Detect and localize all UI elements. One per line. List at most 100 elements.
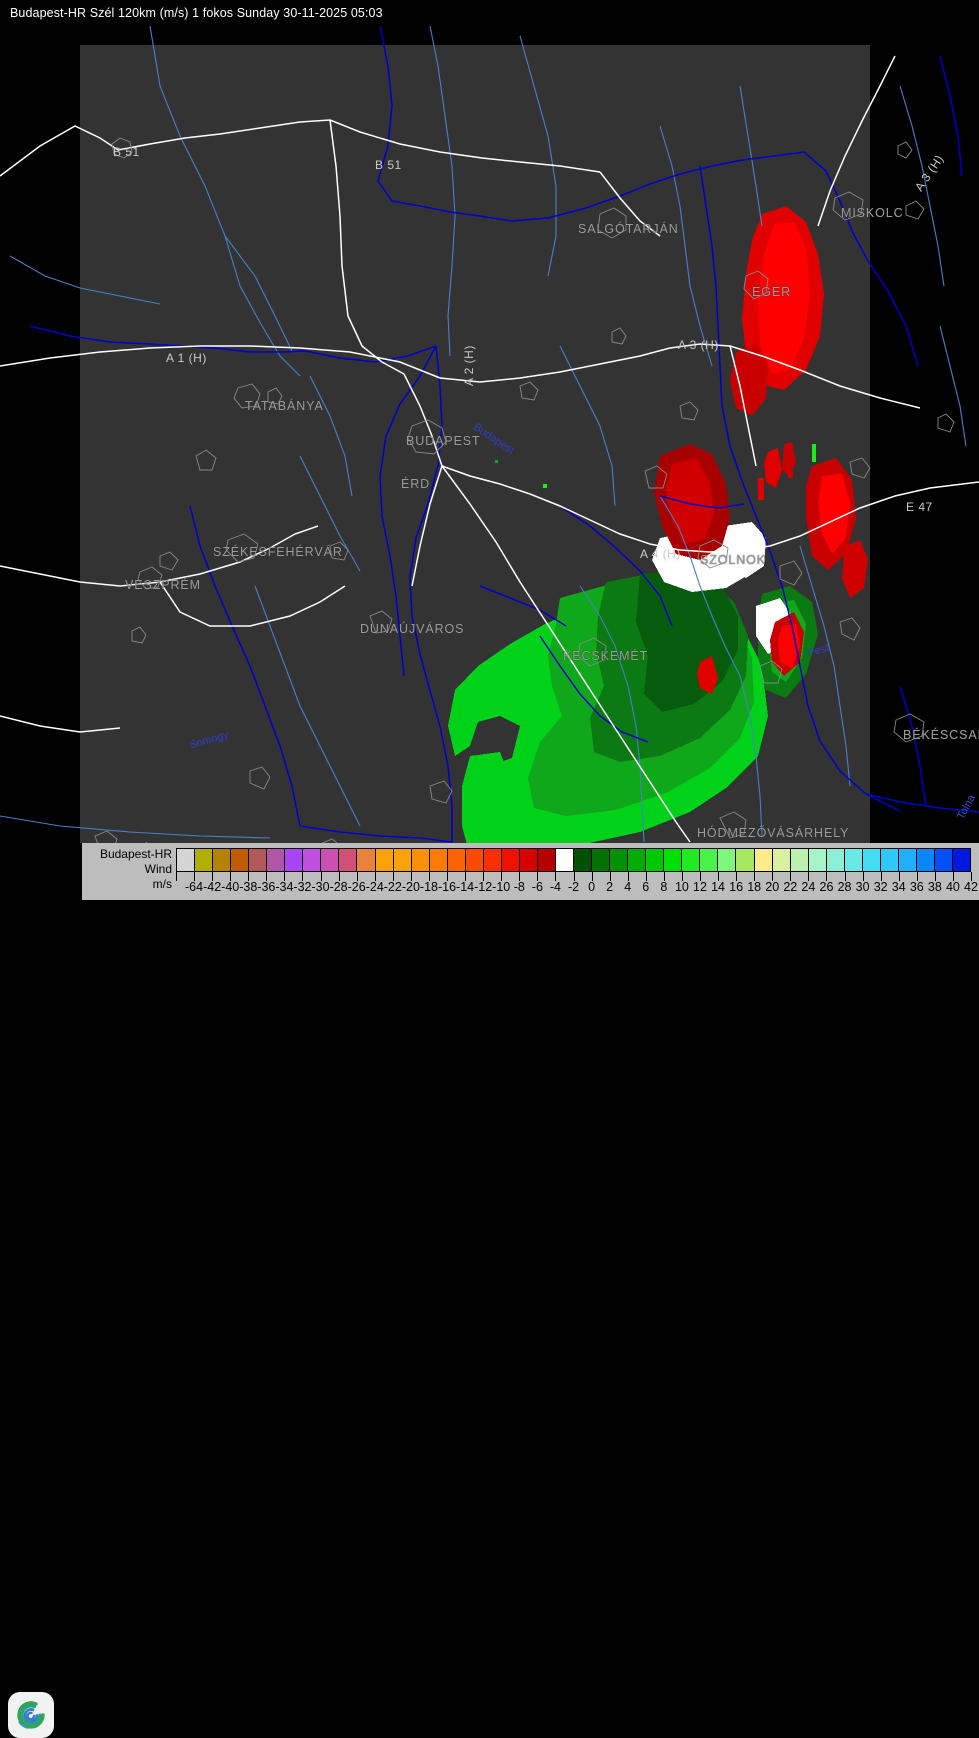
color-scale-cell[interactable] (195, 849, 214, 871)
color-scale-cell[interactable] (285, 849, 304, 871)
color-scale-cell[interactable] (357, 849, 376, 871)
color-scale-label: 30 (855, 880, 870, 894)
color-scale-labels: -64 -42 -40 -38 -36 -34 -32 -30 -28 -26 -24 -22 -20-… (176, 880, 978, 898)
color-scale-tick (338, 872, 340, 881)
color-scale-label: 24 (801, 880, 816, 894)
color-scale-tick (898, 872, 900, 881)
color-scale-cell[interactable] (177, 849, 196, 871)
color-scale-cell[interactable] (754, 849, 773, 871)
color-scale-cell[interactable] (916, 849, 935, 871)
color-scale-label: -34 (275, 880, 294, 894)
county-label: Pest (806, 641, 831, 660)
county-label: Somogy (188, 728, 231, 752)
color-scale-label: -12 (474, 880, 493, 894)
color-scale-tick (573, 872, 575, 881)
color-scale-label: -6 (531, 880, 543, 894)
color-scale-cell[interactable] (628, 849, 647, 871)
color-scale-cell[interactable] (898, 849, 917, 871)
color-scale-tick (374, 872, 376, 881)
color-scale-cell[interactable] (267, 849, 286, 871)
color-scale-label: -42 (203, 880, 222, 894)
color-scale-tick (392, 872, 394, 881)
city-label: HÓDMEZŐVÁSÁRHELY (697, 826, 850, 840)
color-scale-label: -32 (293, 880, 312, 894)
color-scale-label: 40 (945, 880, 960, 894)
color-scale-cell[interactable] (555, 849, 575, 871)
color-scale-cell[interactable] (339, 849, 358, 871)
color-scale-tick (772, 872, 774, 881)
color-scale-cell[interactable] (646, 849, 665, 871)
color-scale-tick (591, 872, 593, 881)
color-scale-cell[interactable] (537, 849, 556, 871)
color-scale-cell[interactable] (375, 849, 394, 871)
color-scale-label: -64 (185, 880, 204, 894)
color-scale-tick (718, 872, 720, 881)
color-scale-cell[interactable] (429, 849, 448, 871)
color-scale-cell[interactable] (231, 849, 250, 871)
city-label: MISKOLC (841, 206, 904, 220)
city-label: BUDAPEST (406, 434, 481, 448)
color-scale-cell[interactable] (249, 849, 268, 871)
city-label: TATABÁNYA (245, 399, 324, 413)
legend-title-line1: Budapest-HR (99, 847, 172, 861)
color-scale-label: -16 (437, 880, 457, 894)
color-scale-cell[interactable] (682, 849, 701, 871)
legend-title-line2: Wind (144, 862, 172, 876)
color-scale-tick (627, 872, 629, 881)
color-scale-tick (519, 872, 521, 881)
color-scale-label: -36 (257, 880, 276, 894)
radar-map[interactable]: SALGÓTARJÁN MISKOLC EGER TATABÁNYA BUDAPEST É… (0, 26, 979, 843)
color-scale-label: -18 (419, 880, 438, 894)
color-scale-cell[interactable] (880, 849, 899, 871)
color-scale-cell[interactable] (736, 849, 755, 871)
color-scale-cell[interactable] (519, 849, 538, 871)
color-scale-label: -20 (401, 880, 420, 894)
color-scale-cell[interactable] (483, 849, 502, 871)
color-scale-cell[interactable] (953, 849, 971, 871)
color-scale-cell[interactable] (664, 849, 683, 871)
color-scale-cell[interactable] (574, 849, 593, 871)
color-scale-cell[interactable] (447, 849, 466, 871)
color-scale-label: 2 (606, 880, 614, 894)
color-scale-cell[interactable] (718, 849, 737, 871)
river-label: Tolna (955, 792, 978, 822)
city-label: KAPOSVÁR (85, 842, 161, 843)
color-scale-cell[interactable] (790, 849, 809, 871)
color-scale-tick (537, 872, 539, 881)
color-scale-cell[interactable] (213, 849, 232, 871)
color-scale-cell[interactable] (826, 849, 845, 871)
color-scale-cell[interactable] (501, 849, 520, 871)
color-scale-label: 34 (891, 880, 906, 894)
color-scale-cell[interactable] (592, 849, 611, 871)
color-scale-tick (663, 872, 665, 881)
color-scale-cell[interactable] (862, 849, 881, 871)
color-scale-cell[interactable] (411, 849, 430, 871)
color-scale-cell[interactable] (321, 849, 340, 871)
color-scale-tick (862, 872, 864, 881)
color-scale-cell[interactable] (808, 849, 827, 871)
color-scale-bar[interactable] (176, 848, 971, 872)
color-scale-cell[interactable] (303, 849, 322, 871)
legend-title-line3: m/s (152, 877, 172, 891)
color-scale-tick (826, 872, 828, 881)
legend-title: Budapest-HR Wind m/s (88, 847, 172, 892)
color-scale-cell[interactable] (934, 849, 954, 871)
color-scale-cell[interactable] (844, 849, 863, 871)
road-layer (0, 55, 979, 843)
color-scale-tick (555, 872, 557, 881)
color-scale-tick (410, 872, 412, 881)
river-label: Budapest (471, 421, 517, 457)
color-scale-label: 38 (927, 880, 942, 894)
color-scale-cell[interactable] (772, 849, 791, 871)
color-scale-label: 16 (729, 880, 744, 894)
color-scale-label: 0 (588, 880, 596, 894)
color-scale-cell[interactable] (465, 849, 484, 871)
color-scale-label: 36 (909, 880, 924, 894)
color-scale-cell[interactable] (700, 849, 719, 871)
color-scale-ticks (176, 872, 972, 882)
color-scale-label: 18 (747, 880, 762, 894)
color-scale-cell[interactable] (610, 849, 629, 871)
color-scale-cell[interactable] (393, 849, 412, 871)
color-scale-tick (483, 872, 485, 881)
road-label: E 47 (906, 500, 933, 514)
